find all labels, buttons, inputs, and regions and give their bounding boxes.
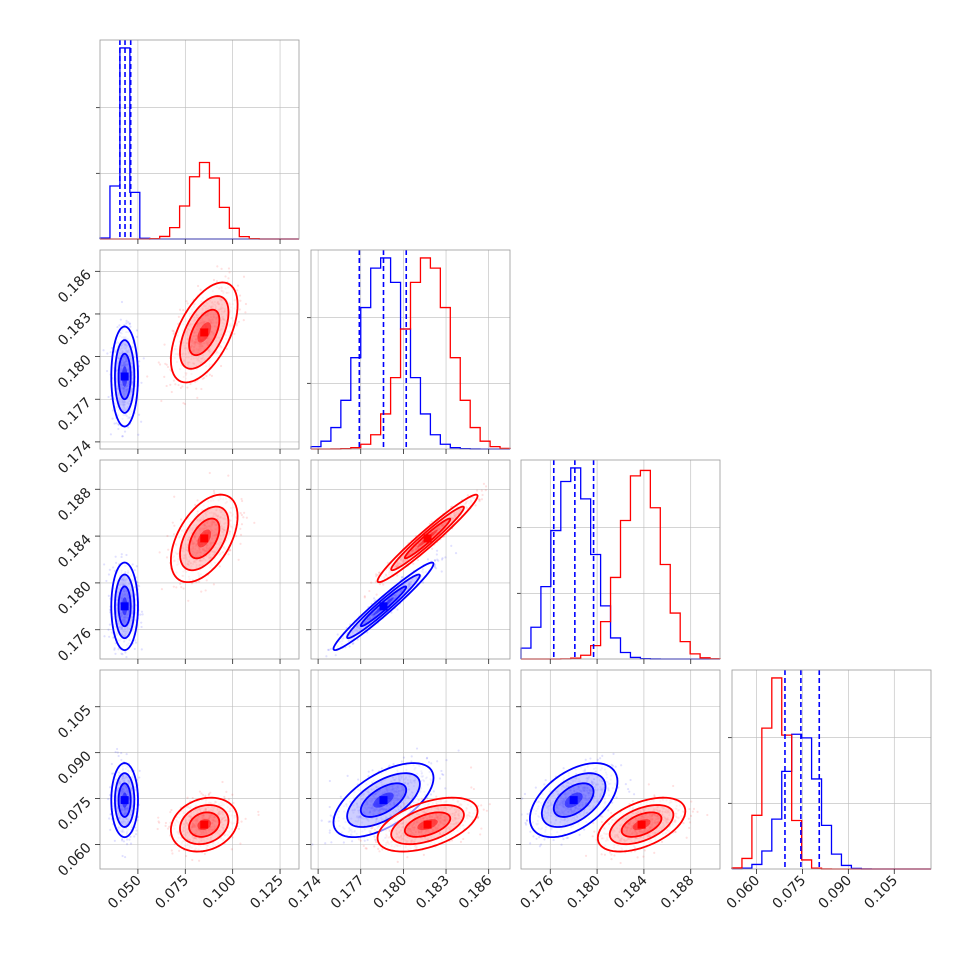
y-tick-label: 0.186 bbox=[55, 267, 95, 307]
density-peak-red bbox=[200, 820, 209, 829]
density-peak-red bbox=[200, 328, 209, 337]
y-tick-label: 0.188 bbox=[55, 485, 95, 525]
y-tick-label: 0.176 bbox=[55, 625, 95, 665]
histogram-panel-2 bbox=[517, 459, 721, 660]
scatter-panel-2-1 bbox=[310, 459, 511, 660]
panel-frame bbox=[520, 669, 721, 870]
panel-frame bbox=[520, 459, 721, 660]
y-tick-label: 0.060 bbox=[55, 840, 95, 880]
x-tick-label: 0.060 bbox=[724, 873, 764, 913]
scatter-panel-3-0 bbox=[99, 669, 300, 870]
histogram-panel-1 bbox=[307, 249, 511, 450]
scatter-panel-3-2 bbox=[520, 669, 721, 870]
density-peak-blue bbox=[379, 796, 388, 805]
scatter-panel-2-0 bbox=[99, 459, 300, 660]
histogram-panel-0 bbox=[96, 39, 300, 240]
panel-frame bbox=[99, 459, 300, 660]
x-tick-label: 0.125 bbox=[247, 873, 287, 913]
density-peak-red bbox=[423, 534, 432, 543]
density-peak-blue bbox=[120, 372, 129, 381]
y-tick-label: 0.180 bbox=[55, 578, 95, 618]
histogram-blue bbox=[99, 47, 299, 240]
x-tick-label: 0.100 bbox=[200, 873, 240, 913]
y-tick-label: 0.105 bbox=[55, 702, 95, 742]
x-tick-label: 0.184 bbox=[611, 872, 651, 912]
x-tick-label: 0.188 bbox=[658, 873, 698, 913]
panel-frame bbox=[310, 249, 511, 450]
x-tick-label: 0.177 bbox=[328, 873, 368, 913]
x-tick-label: 0.090 bbox=[816, 873, 856, 913]
density-peak-red bbox=[637, 820, 646, 829]
panel-frame bbox=[99, 39, 300, 240]
y-tick-label: 0.075 bbox=[55, 794, 95, 834]
density-peak-blue bbox=[379, 602, 388, 611]
x-tick-label: 0.186 bbox=[456, 872, 496, 912]
x-tick-label: 0.075 bbox=[770, 873, 810, 913]
x-tick-label: 0.183 bbox=[413, 873, 453, 913]
scatter-panel-3-1 bbox=[310, 669, 511, 870]
panel-frame bbox=[99, 249, 300, 450]
density-peak-red bbox=[423, 820, 432, 829]
density-peak-blue bbox=[569, 796, 578, 805]
density-peak-blue bbox=[120, 796, 129, 805]
x-tick-label: 0.050 bbox=[105, 873, 145, 913]
panel-frame bbox=[310, 669, 511, 870]
panel-frame bbox=[310, 459, 511, 660]
panel-frame bbox=[731, 669, 932, 870]
x-tick-label: 0.176 bbox=[517, 872, 557, 912]
x-tick-label: 0.105 bbox=[861, 873, 901, 913]
y-tick-label: 0.184 bbox=[55, 532, 95, 572]
y-tick-label: 0.177 bbox=[55, 395, 95, 435]
y-tick-label: 0.174 bbox=[55, 437, 95, 477]
x-tick-label: 0.180 bbox=[371, 873, 411, 913]
y-tick-label: 0.090 bbox=[55, 748, 95, 788]
x-tick-label: 0.180 bbox=[564, 873, 604, 913]
scatter-panel-1-0 bbox=[99, 249, 300, 450]
density-peak-blue bbox=[120, 602, 129, 611]
y-tick-label: 0.183 bbox=[55, 309, 95, 349]
density-peak-red bbox=[200, 534, 209, 543]
y-tick-label: 0.180 bbox=[55, 352, 95, 392]
x-tick-label: 0.174 bbox=[285, 872, 325, 912]
x-tick-label: 0.075 bbox=[152, 873, 192, 913]
histogram-panel-3 bbox=[728, 669, 932, 870]
panel-frame bbox=[99, 669, 300, 870]
